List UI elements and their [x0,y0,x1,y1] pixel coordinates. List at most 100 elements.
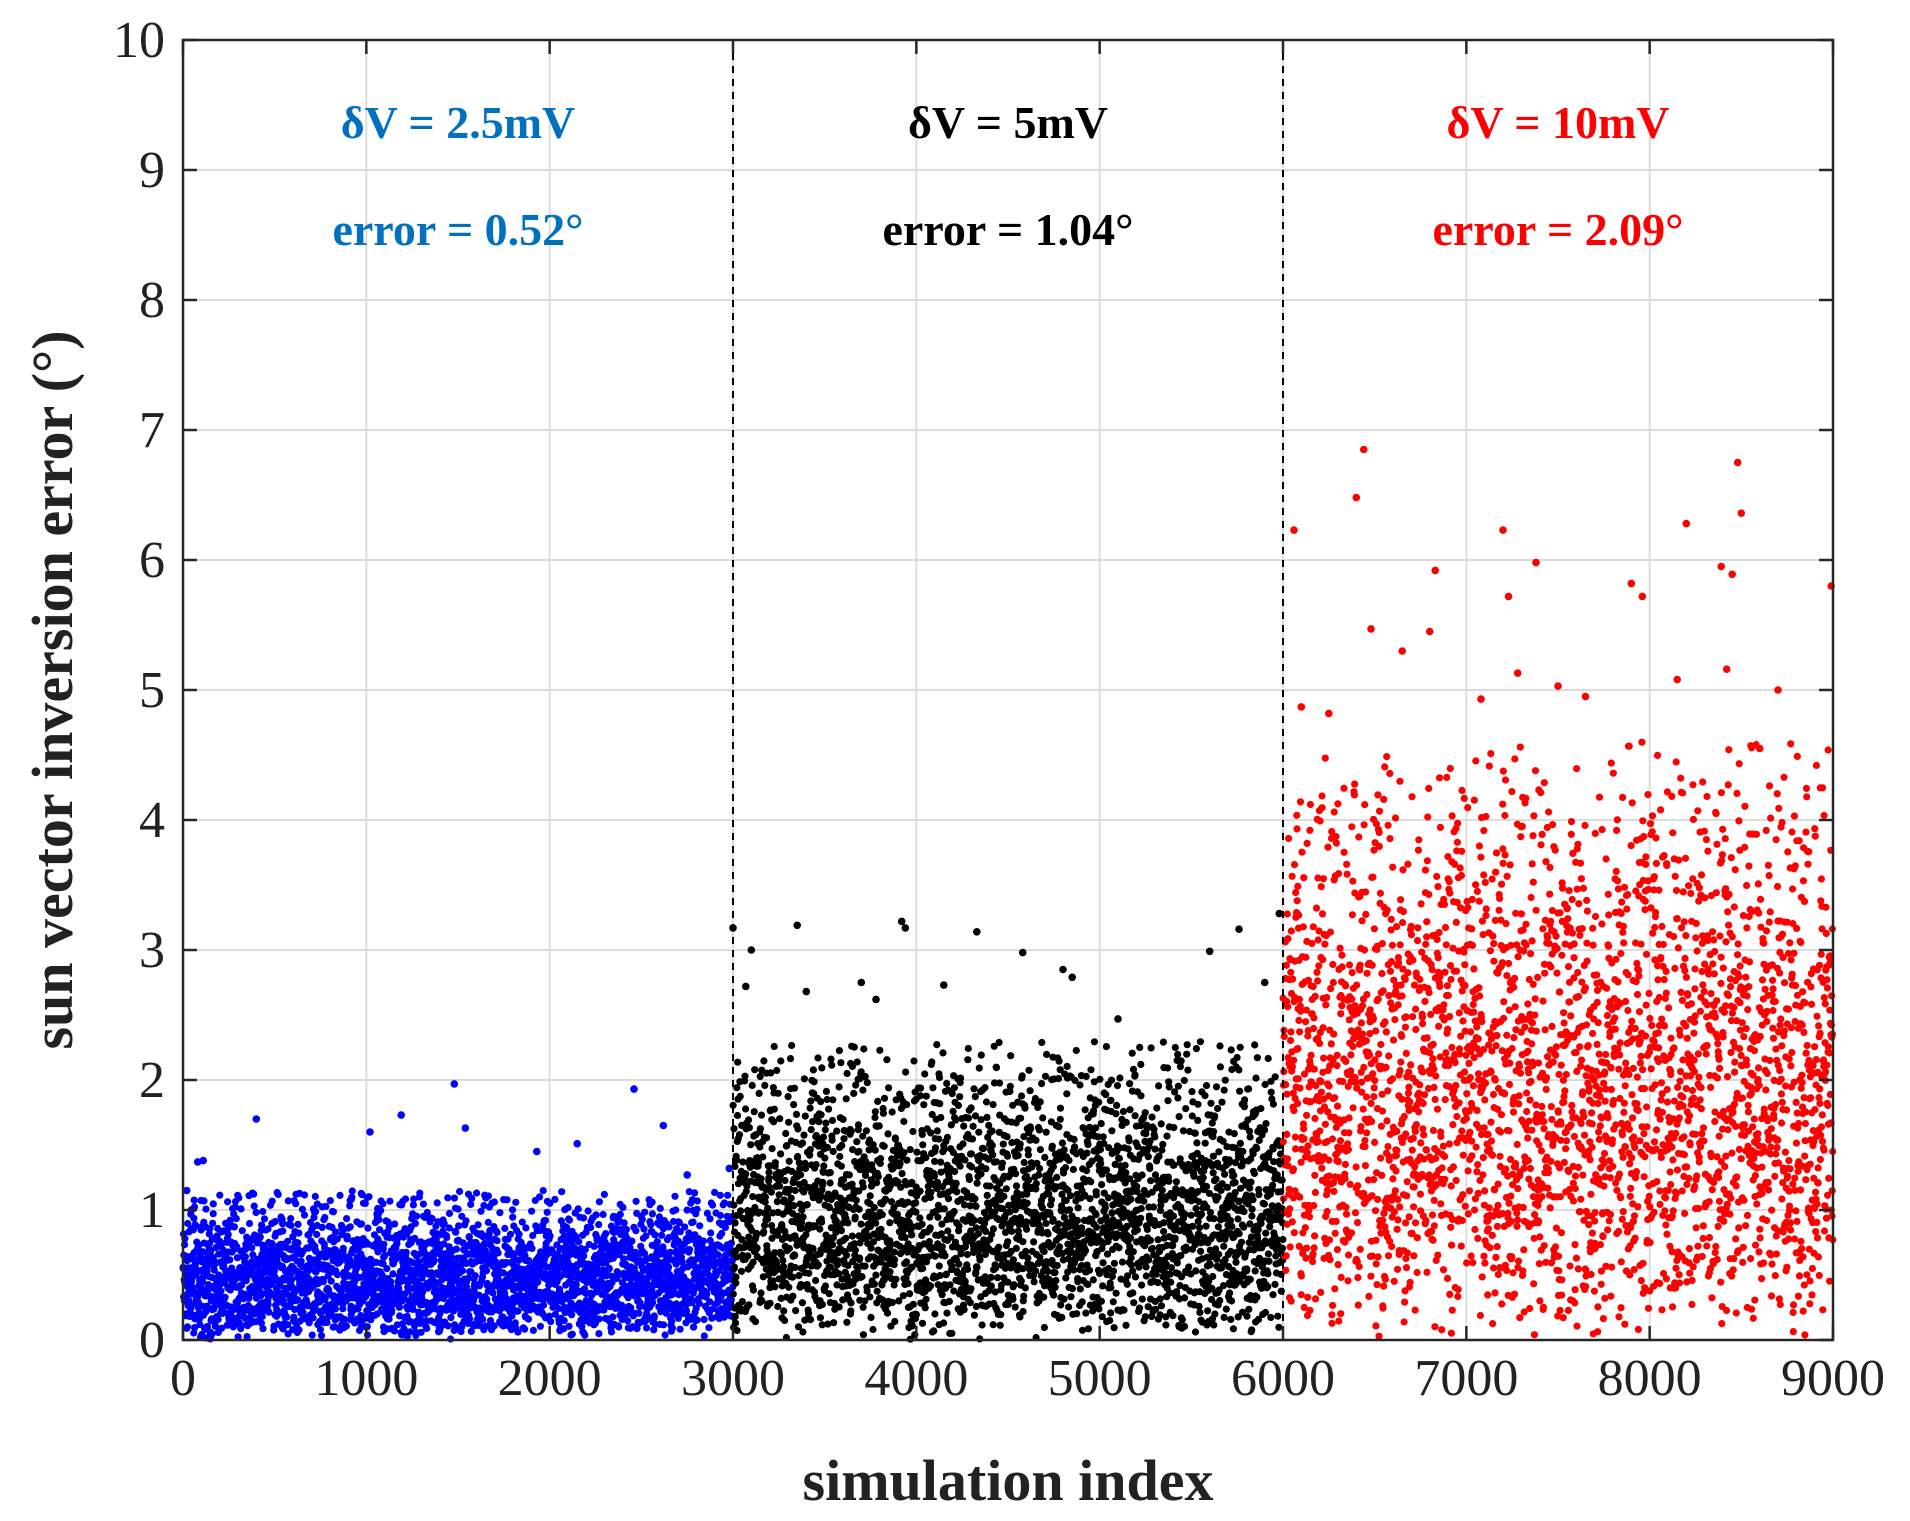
data-point [632,1227,640,1235]
data-point [672,1206,680,1214]
data-point [651,1231,659,1239]
data-point [1049,1163,1057,1171]
data-point [807,1097,815,1105]
data-point [445,1209,454,1217]
data-point [971,1195,979,1203]
data-point [249,1251,257,1259]
data-point [974,1230,983,1238]
data-point [922,1092,930,1100]
data-point [807,1126,815,1134]
data-point [896,1159,904,1168]
data-point [789,1292,797,1300]
data-point [987,1273,995,1281]
data-point [785,1118,793,1126]
data-point [867,1313,875,1321]
data-point [230,1223,238,1231]
data-point [855,1147,863,1155]
data-point [929,1084,937,1092]
data-point [748,1081,756,1089]
data-point [341,1315,349,1323]
data-point [467,1200,475,1208]
data-point [921,1070,929,1078]
data-point [1012,1182,1021,1190]
data-point [257,1289,265,1297]
data-point [1041,1153,1049,1161]
data-point [638,1215,646,1223]
data-point [940,1145,948,1153]
data-point [964,1044,972,1053]
data-point [1067,1293,1075,1301]
data-point [385,1223,393,1231]
data-point [190,1214,198,1222]
data-point [998,1159,1007,1167]
data-point [1038,1038,1046,1047]
data-point [237,1205,245,1213]
data-point-outlier [199,1156,207,1165]
data-point [1063,1090,1071,1098]
data-point [385,1315,393,1323]
data-point [817,1111,825,1119]
data-point [433,1199,441,1207]
data-point [792,1110,801,1118]
data-point [1032,1267,1040,1275]
data-point [852,1196,860,1204]
data-point [508,1206,517,1214]
data-point [760,1228,768,1236]
data-point [333,1271,342,1279]
data-point [707,1229,715,1237]
data-point [299,1308,307,1316]
data-point [941,1252,949,1260]
data-point [869,1325,877,1334]
data-point [1016,1140,1024,1148]
data-point [805,1309,813,1317]
data-point [409,1305,417,1313]
data-point [1055,1123,1063,1131]
data-point [891,1256,899,1264]
data-point [1081,1247,1090,1255]
data-point [770,1042,778,1051]
data-point [781,1176,789,1185]
data-point [921,1304,929,1312]
data-point [919,1141,927,1149]
data-point [902,1068,910,1076]
data-point [1050,1291,1058,1299]
data-point [351,1277,359,1285]
data-point [768,1145,776,1153]
data-point [856,1254,864,1262]
data-point [1055,1220,1063,1228]
data-point [904,1280,912,1288]
data-point-outlier [659,1121,668,1130]
data-point [825,1290,833,1298]
data-point [575,1238,583,1246]
data-point [661,1331,669,1339]
data-point [628,1237,636,1245]
data-point [837,1059,845,1067]
data-point [970,1216,978,1224]
data-point [982,1165,990,1173]
data-point [462,1217,470,1225]
data-point [799,1139,807,1147]
data-point [1073,1216,1081,1225]
data-point [771,1159,779,1167]
data-point [753,1229,761,1238]
data-point [837,1227,846,1235]
data-point [1009,1295,1017,1303]
data-point [322,1202,330,1210]
data-point [916,1214,924,1222]
data-point [1024,1151,1032,1159]
data-point [190,1329,198,1337]
data-point [1009,1256,1018,1264]
data-point [845,1171,853,1179]
data-point [855,1205,863,1213]
data-point [970,1311,979,1319]
data-point [957,1074,965,1082]
data-point [479,1315,487,1324]
data-point [987,1282,996,1290]
data-point [825,1105,833,1113]
data-point [1051,1269,1059,1277]
data-point [1087,1178,1095,1186]
data-point [979,1144,988,1153]
data-point [643,1324,651,1332]
data-point [920,1101,928,1109]
